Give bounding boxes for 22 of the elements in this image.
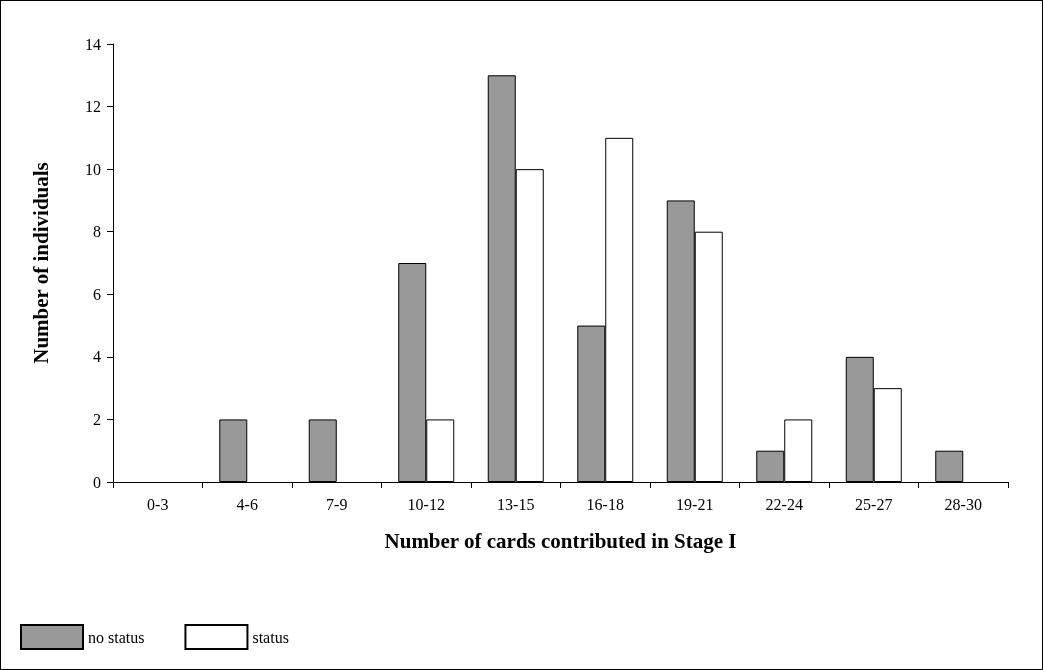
x-tick-label: 22-24 <box>765 495 803 513</box>
x-tick-label: 4-6 <box>236 495 258 513</box>
x-axis-title: Number of cards contributed in Stage I <box>384 528 737 553</box>
x-tick-label: 19-21 <box>676 495 714 513</box>
y-tick-label: 12 <box>85 98 101 116</box>
legend-label: status <box>252 628 289 646</box>
y-tick-label: 6 <box>93 285 101 303</box>
x-tick-label: 25-27 <box>855 495 893 513</box>
y-tick-label: 14 <box>85 35 101 53</box>
x-tick-label: 7-9 <box>326 495 348 513</box>
legend-label: no status <box>88 628 145 646</box>
y-tick-label: 2 <box>93 410 101 428</box>
x-tick-label: 0-3 <box>147 495 169 513</box>
y-tick-label: 8 <box>93 223 101 241</box>
x-tick-label: 28-30 <box>944 495 982 513</box>
y-tick-label: 0 <box>93 473 101 491</box>
x-tick-label: 10-12 <box>407 495 445 513</box>
y-axis-title: Number of individuals <box>28 162 53 364</box>
y-tick-label: 4 <box>93 348 101 366</box>
x-tick-label: 16-18 <box>586 495 624 513</box>
y-tick-label: 10 <box>85 160 101 178</box>
x-tick-label: 13-15 <box>497 495 535 513</box>
